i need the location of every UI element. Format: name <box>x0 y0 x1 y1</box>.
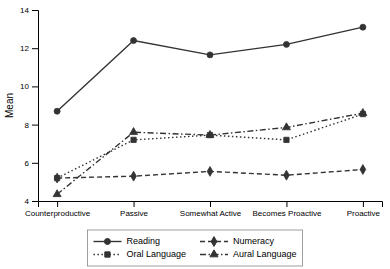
marker <box>130 128 138 135</box>
y-tick: 14 <box>20 6 38 15</box>
legend: Reading Numeracy Oral Language Aural Langua… <box>87 230 302 266</box>
y-axis-title: Mean <box>4 93 15 118</box>
y-tick: 10 <box>20 82 38 91</box>
y-axis-line <box>32 11 39 202</box>
y-tick: 8 <box>25 121 38 130</box>
line <box>57 114 363 178</box>
series <box>54 165 365 183</box>
x-tick: Becomes Proactive <box>252 201 321 218</box>
marker <box>54 173 60 183</box>
marker <box>359 108 367 115</box>
y-tick-mark <box>32 201 38 202</box>
y-tick: 4 <box>25 197 38 206</box>
x-tick: Proactive <box>347 201 381 218</box>
legend-symbol <box>211 237 217 247</box>
y-tick-mark <box>32 86 38 87</box>
legend-item: Reading <box>93 236 160 246</box>
legend-item: Aural Language <box>200 249 297 259</box>
x-tick: Counterproductive <box>25 201 91 218</box>
x-tick-mark <box>286 201 287 207</box>
x-tick: Passive <box>120 201 149 218</box>
legend-symbol <box>105 252 110 257</box>
legend-item: Numeracy <box>200 236 275 247</box>
marker <box>131 38 137 44</box>
y-tick-mark <box>32 48 38 49</box>
x-tick-mark <box>134 201 135 207</box>
x-tick-label: Becomes Proactive <box>252 209 321 218</box>
marker <box>284 137 289 142</box>
x-axis: Counterproductive Passive Somewhat Active B… <box>25 201 383 218</box>
marker <box>284 170 290 180</box>
x-tick-mark <box>363 201 364 207</box>
legend-label: Oral Language <box>126 249 186 259</box>
marker <box>207 166 213 176</box>
y-tick-mark <box>32 125 38 126</box>
line <box>57 113 363 194</box>
y-tick: 12 <box>20 44 38 53</box>
legend-label: Numeracy <box>233 236 275 246</box>
y-tick-label: 8 <box>25 121 30 130</box>
series <box>54 24 366 114</box>
y-tick-label: 4 <box>25 197 30 206</box>
marker <box>131 171 137 181</box>
x-axis-line <box>39 202 383 208</box>
marker <box>282 123 290 130</box>
y-axis: 4 6 8 10 12 14 <box>20 6 38 206</box>
marker <box>360 24 366 30</box>
x-tick: Somewhat Active <box>180 201 242 218</box>
y-tick: 6 <box>25 159 38 168</box>
x-tick-label: Counterproductive <box>25 209 91 218</box>
marker <box>207 52 213 58</box>
x-tick-label: Somewhat Active <box>180 209 242 218</box>
plot: Counterproductive Passive Somewhat Active B… <box>20 6 382 218</box>
marker <box>54 175 59 180</box>
marker <box>131 137 136 142</box>
legend-symbol <box>104 239 110 245</box>
legend-label: Reading <box>126 236 160 246</box>
marker <box>206 130 214 137</box>
marker <box>53 190 61 197</box>
chart: Counterproductive Passive Somewhat Active B… <box>0 0 390 269</box>
y-tick-label: 6 <box>25 159 30 168</box>
x-tick-mark <box>57 201 58 207</box>
marker <box>283 41 289 47</box>
x-tick-label: Proactive <box>347 209 381 218</box>
x-tick-label: Passive <box>120 209 149 218</box>
y-tick-label: 10 <box>20 82 29 91</box>
y-tick-label: 12 <box>20 44 29 53</box>
y-tick-mark <box>32 10 38 11</box>
y-tick-mark <box>32 163 38 164</box>
x-tick-mark <box>210 201 211 207</box>
legend-frame <box>87 230 302 266</box>
legend-symbol <box>210 250 218 257</box>
line <box>57 27 363 111</box>
legend-label: Aural Language <box>233 249 297 259</box>
marker <box>54 108 60 114</box>
marks <box>53 24 367 196</box>
marker <box>360 165 366 175</box>
legend-item: Oral Language <box>93 249 186 259</box>
y-tick-label: 14 <box>20 6 29 15</box>
series <box>53 108 367 196</box>
